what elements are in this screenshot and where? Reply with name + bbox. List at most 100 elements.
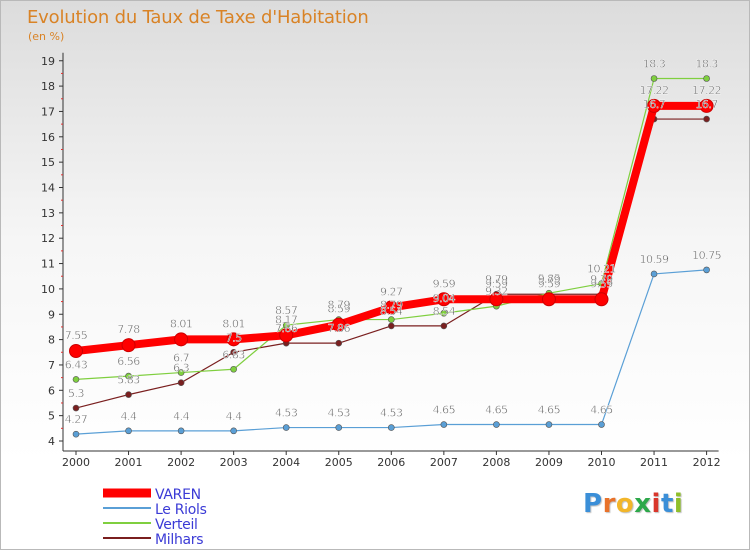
data-point [541, 292, 556, 307]
data-label: 8.17 [275, 313, 298, 326]
data-label: 7.5 [226, 331, 242, 344]
x-tick-label: 2005 [325, 456, 353, 469]
data-label: 4.65 [433, 404, 456, 417]
y-tick-label: 18 [41, 80, 55, 93]
data-point [440, 309, 448, 317]
data-label: 17.22 [640, 84, 669, 97]
data-label: 6.3 [173, 362, 189, 375]
data-label: 9.04 [433, 292, 456, 305]
y-tick-label: 19 [41, 55, 55, 68]
chart-unit-label: (en %) [28, 30, 65, 43]
x-tick-label: 2006 [377, 456, 405, 469]
data-point [72, 376, 80, 383]
y-tick-label: 12 [41, 232, 55, 245]
x-tick-label: 2002 [167, 456, 195, 469]
data-label: 9.59 [485, 277, 508, 290]
data-point [384, 300, 399, 315]
data-label: 18.3 [695, 57, 718, 70]
x-tick-label: 2011 [640, 456, 668, 469]
data-point [125, 372, 132, 380]
y-tick-label: 7 [48, 359, 55, 372]
data-point [335, 339, 343, 347]
data-point [177, 369, 185, 376]
data-label: 7.78 [117, 323, 140, 336]
data-label: 4.27 [65, 413, 88, 426]
data-label: 16.7 [695, 98, 718, 111]
data-label: 17.22 [692, 84, 721, 97]
data-point [699, 98, 714, 113]
data-point [387, 424, 395, 431]
data-point [440, 322, 448, 330]
data-point [703, 266, 710, 274]
data-label: 9.59 [433, 277, 456, 290]
data-label: 6.7 [173, 352, 189, 365]
data-point [650, 270, 658, 278]
y-tick-label: 9 [48, 308, 55, 321]
data-point [72, 404, 80, 412]
data-point [177, 379, 185, 386]
x-tick-label: 2000 [62, 456, 90, 469]
x-tick-label: 2007 [430, 456, 458, 469]
proxiti-logo: Proxiti [583, 489, 683, 519]
data-point [703, 75, 710, 82]
data-point [594, 292, 609, 307]
data-label: 7.55 [65, 329, 88, 342]
y-tick-label: 4 [48, 435, 55, 448]
data-label: 10.21 [587, 263, 616, 276]
data-label: 9.79 [590, 273, 613, 286]
data-point [230, 427, 237, 435]
data-point [230, 348, 237, 356]
data-label: 9.83 [538, 272, 561, 285]
data-label: 4.65 [538, 404, 561, 417]
series-line-verteil [75, 77, 707, 380]
data-label: 8.01 [222, 317, 245, 330]
data-point [125, 427, 132, 435]
data-point [703, 115, 710, 123]
data-label: 18.3 [643, 57, 666, 70]
data-label: 4.53 [328, 407, 351, 420]
data-point [440, 421, 448, 428]
logo-letter: i [651, 489, 661, 519]
data-label: 16.7 [643, 98, 666, 111]
data-label: 4.53 [380, 407, 403, 420]
data-label: 8.54 [433, 305, 456, 318]
y-tick-label: 15 [41, 156, 55, 169]
data-point [387, 322, 395, 330]
chart-title: Evolution du Taux de Taxe d'Habitation [27, 7, 369, 28]
x-tick-label: 2008 [482, 456, 510, 469]
data-point [230, 365, 237, 373]
y-tick-label: 5 [48, 410, 55, 423]
data-label: 9.79 [485, 273, 508, 286]
logo-letter: o [615, 489, 635, 519]
data-label: 10.59 [640, 253, 669, 266]
data-label: 7.86 [328, 322, 351, 335]
data-point [545, 421, 553, 428]
data-label: 6.83 [222, 348, 245, 361]
legend-label: Le Riols [155, 502, 207, 518]
data-label: 8.79 [328, 299, 351, 312]
x-tick-label: 2003 [220, 456, 248, 469]
data-label: 9.59 [590, 277, 613, 290]
x-tick-label: 2012 [693, 456, 721, 469]
data-label: 4.65 [590, 404, 613, 417]
data-point [493, 421, 500, 428]
logo-letter: x [634, 489, 652, 519]
x-tick-label: 2001 [115, 456, 143, 469]
data-label: 9.32 [485, 285, 508, 298]
data-label: 8.79 [380, 299, 403, 312]
data-point [72, 430, 80, 438]
data-label: 6.56 [117, 355, 140, 368]
data-label: 4.4 [173, 410, 189, 423]
data-point [331, 317, 346, 332]
x-tick-label: 2010 [588, 456, 616, 469]
data-label: 4.65 [485, 404, 508, 417]
data-point [279, 328, 294, 343]
data-label: 9.59 [538, 277, 561, 290]
y-tick-label: 11 [41, 258, 55, 271]
data-point [282, 321, 290, 329]
data-point [125, 391, 132, 398]
x-tick-label: 2009 [535, 456, 563, 469]
data-point [598, 421, 605, 428]
data-point [177, 427, 185, 435]
